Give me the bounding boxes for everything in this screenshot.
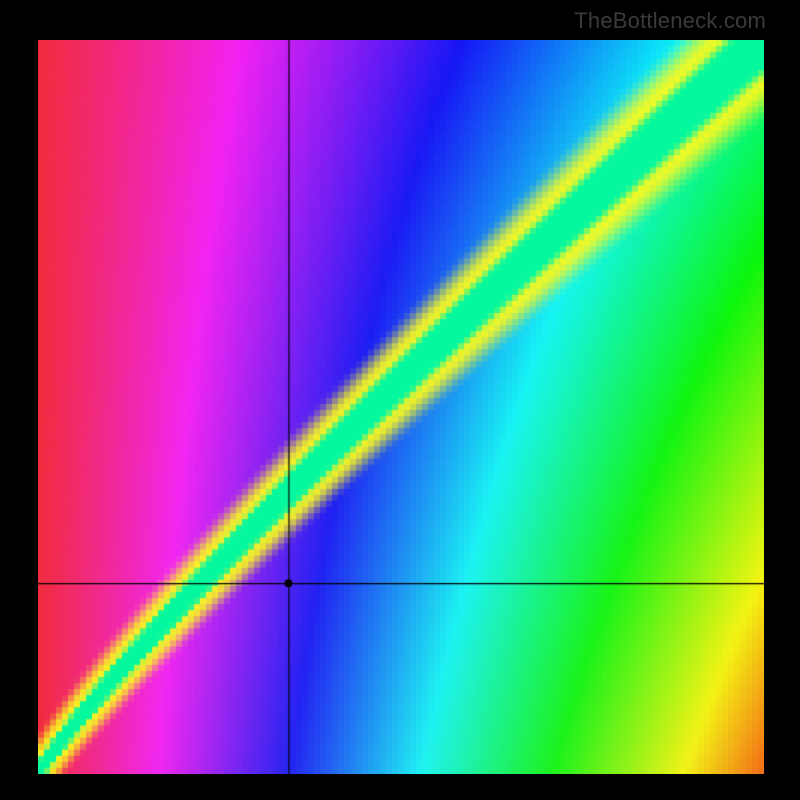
chart-container: TheBottleneck.com (0, 0, 800, 800)
bottleneck-heatmap (38, 40, 764, 774)
attribution-label: TheBottleneck.com (574, 8, 766, 34)
